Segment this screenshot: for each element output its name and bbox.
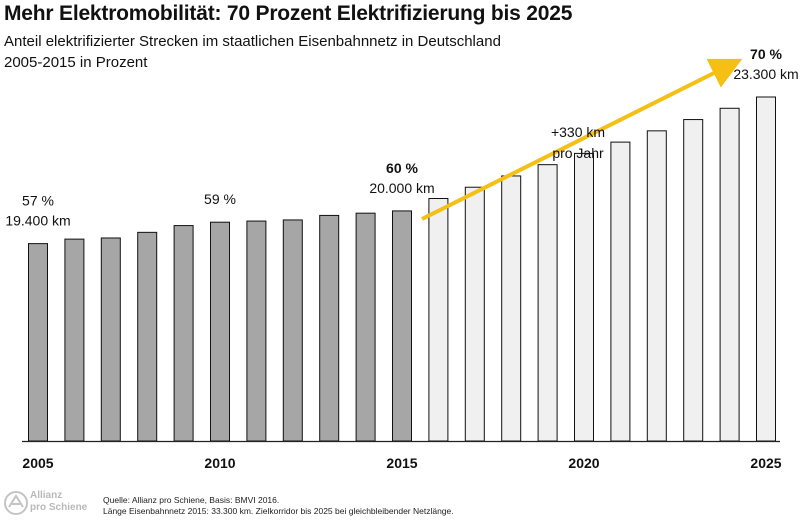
x-tick-label-2020: 2020 bbox=[568, 455, 599, 471]
arrow-label-line-1: +330 km bbox=[551, 124, 605, 140]
bar-2014 bbox=[355, 212, 376, 442]
bar-2015 bbox=[392, 210, 412, 442]
bars-group bbox=[28, 96, 776, 442]
chart-subtitle: Anteil elektrifizierter Strecken im staa… bbox=[4, 31, 501, 73]
logo-line-2: pro Schiene bbox=[30, 502, 88, 513]
annotation-2010-line-1: 59 % bbox=[204, 191, 236, 207]
x-tick-label-2005: 2005 bbox=[22, 455, 53, 471]
logo-line-1: Allianz bbox=[30, 490, 63, 501]
trend-arrow bbox=[421, 58, 743, 221]
bar-2011 bbox=[246, 220, 267, 442]
arrow-label-line-2: pro Jahr bbox=[552, 145, 604, 161]
subtitle-line-1: Anteil elektrifizierter Strecken im staa… bbox=[4, 33, 501, 50]
bar-2020 bbox=[574, 152, 594, 442]
bar-2008 bbox=[137, 231, 158, 442]
x-tick-labels: 2005 2010 2015 2020 2025 bbox=[22, 455, 781, 471]
logo-icon bbox=[4, 491, 28, 515]
annotation-2015-line-2: 20.000 km bbox=[369, 180, 434, 196]
bar-2005 bbox=[28, 243, 48, 442]
annotation-2015-line-1: 60 % bbox=[386, 160, 418, 176]
bar-2006 bbox=[64, 238, 85, 442]
bar-2013 bbox=[319, 214, 340, 442]
bar-2012 bbox=[282, 219, 303, 442]
source-line-2: Länge Eisenbahnnetz 2015: 33.300 km. Zie… bbox=[103, 506, 454, 516]
annotation-2025-line-1: 70 % bbox=[750, 46, 782, 62]
annotation-2025-line-2: 23.300 km bbox=[733, 66, 798, 82]
bar-2016 bbox=[428, 198, 449, 442]
bar-2023 bbox=[683, 119, 704, 442]
bar-2007 bbox=[100, 237, 121, 442]
bar-2022 bbox=[646, 130, 667, 442]
source-note: Quelle: Allianz pro Schiene, Basis: BMVI… bbox=[103, 495, 454, 517]
annotation-2005-line-1: 57 % bbox=[22, 193, 54, 209]
bar-2019 bbox=[537, 164, 558, 442]
x-tick-label-2010: 2010 bbox=[204, 455, 235, 471]
subtitle-line-2: 2005-2015 in Prozent bbox=[4, 54, 148, 71]
source-line-1: Quelle: Allianz pro Schiene, Basis: BMVI… bbox=[103, 495, 280, 505]
bar-2018 bbox=[501, 175, 522, 442]
annotations-group: 57 % 19.400 km 59 % 60 % 20.000 km 70 % 23.300… bbox=[5, 46, 798, 229]
bar-2010 bbox=[210, 221, 230, 442]
bar-2017 bbox=[464, 186, 485, 442]
x-tick-label-2025: 2025 bbox=[750, 455, 781, 471]
x-tick-label-2015: 2015 bbox=[386, 455, 417, 471]
bar-2009 bbox=[173, 225, 194, 442]
bar-2024 bbox=[719, 107, 740, 442]
bar-2025 bbox=[756, 96, 776, 442]
allianz-pro-schiene-logo: Allianz pro Schiene bbox=[4, 490, 96, 520]
bar-2021 bbox=[610, 141, 631, 442]
annotation-2005-line-2: 19.400 km bbox=[5, 213, 70, 229]
chart-title: Mehr Elektromobilität: 70 Prozent Elektr… bbox=[4, 2, 573, 25]
